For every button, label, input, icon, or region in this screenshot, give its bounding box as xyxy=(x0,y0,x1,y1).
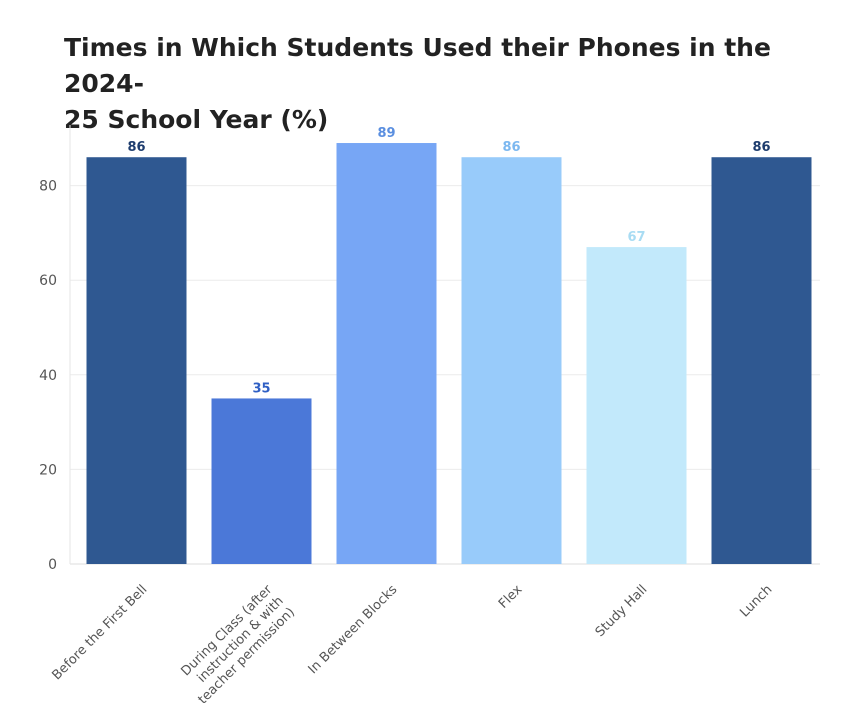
bar xyxy=(586,247,687,564)
data-label: 67 xyxy=(627,230,645,245)
data-label: 86 xyxy=(127,140,145,155)
y-tick-label: 20 xyxy=(39,462,57,478)
category-label-line: Before the First Bell xyxy=(49,582,150,683)
y-tick-label: 40 xyxy=(39,368,57,384)
category-label: Lunch xyxy=(737,582,775,620)
chart-title: Times in Which Students Used their Phone… xyxy=(64,30,824,138)
data-label: 86 xyxy=(752,140,770,155)
y-tick-label: 0 xyxy=(48,557,57,573)
category-label-line: Study Hall xyxy=(593,582,651,640)
y-tick-label: 80 xyxy=(39,179,57,195)
category-label-line: Flex xyxy=(496,582,526,612)
data-label: 86 xyxy=(502,140,520,155)
bar xyxy=(336,143,437,564)
bar xyxy=(711,157,812,564)
bar xyxy=(461,157,562,564)
category-label: Study Hall xyxy=(593,582,651,640)
y-tick-label: 60 xyxy=(39,273,57,289)
category-label: In Between Blocks xyxy=(306,582,401,677)
chart-title-line-1: Times in Which Students Used their Phone… xyxy=(64,33,771,98)
category-label-line: In Between Blocks xyxy=(306,582,401,677)
category-label: Flex xyxy=(496,582,526,612)
category-label-line: Lunch xyxy=(737,582,775,620)
bar xyxy=(211,398,312,564)
chart-title-line-2: 25 School Year (%) xyxy=(64,105,329,134)
bar xyxy=(86,157,187,564)
data-label: 89 xyxy=(377,126,395,141)
data-label: 35 xyxy=(252,381,270,396)
category-label: Before the First Bell xyxy=(49,582,150,683)
